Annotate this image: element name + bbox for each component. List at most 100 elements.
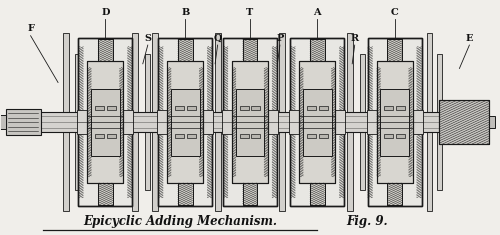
Text: R: R — [350, 34, 359, 43]
Bar — [132, 33, 138, 211]
Bar — [376, 61, 412, 183]
Bar — [440, 100, 490, 144]
Bar — [387, 39, 402, 61]
Bar — [290, 110, 345, 134]
Bar — [146, 55, 150, 190]
Bar — [98, 183, 113, 205]
Bar — [396, 106, 405, 110]
Bar — [62, 33, 68, 211]
Bar — [437, 55, 442, 190]
Bar — [158, 38, 212, 206]
Bar — [387, 183, 402, 205]
Bar — [167, 61, 203, 183]
Bar — [346, 33, 352, 211]
Bar — [91, 89, 120, 156]
Bar — [76, 55, 80, 190]
Bar — [310, 183, 325, 205]
Bar — [310, 183, 325, 205]
Bar — [440, 100, 490, 144]
Text: C: C — [390, 8, 398, 17]
Bar — [387, 39, 402, 61]
Text: B: B — [181, 8, 190, 17]
Bar — [319, 106, 328, 110]
Bar — [20, 112, 479, 132]
Bar — [174, 106, 184, 110]
Bar — [307, 134, 316, 138]
Bar — [222, 110, 278, 134]
Text: P: P — [276, 34, 283, 43]
Bar — [300, 61, 336, 183]
Text: D: D — [101, 8, 110, 17]
Bar — [174, 134, 184, 138]
Bar — [319, 134, 328, 138]
Bar — [310, 39, 325, 61]
Bar — [384, 134, 393, 138]
Bar — [178, 183, 192, 205]
Bar — [98, 39, 113, 61]
Bar — [396, 134, 405, 138]
Bar — [368, 38, 422, 206]
Text: S: S — [144, 34, 152, 43]
Text: A: A — [314, 8, 321, 17]
Bar — [252, 106, 260, 110]
Bar — [78, 38, 132, 206]
Bar — [280, 33, 285, 211]
Bar — [152, 33, 158, 211]
Bar — [186, 134, 196, 138]
Bar — [171, 89, 200, 156]
Bar — [223, 38, 277, 206]
Bar — [167, 61, 203, 183]
Bar — [178, 39, 192, 61]
Bar — [307, 106, 316, 110]
Bar — [290, 38, 344, 206]
Bar — [178, 183, 192, 205]
Bar — [384, 106, 393, 110]
Bar — [95, 134, 104, 138]
Bar — [178, 39, 192, 61]
Bar — [240, 106, 248, 110]
Bar — [232, 61, 268, 183]
Bar — [98, 183, 113, 205]
Bar — [242, 183, 258, 205]
Bar — [290, 38, 344, 206]
Bar — [214, 33, 220, 211]
Bar — [228, 55, 232, 190]
Text: Epicyclic Adding Mechanism.: Epicyclic Adding Mechanism. — [83, 215, 277, 228]
Bar — [242, 39, 258, 61]
Bar — [223, 38, 277, 206]
Bar — [107, 134, 116, 138]
Bar — [242, 39, 258, 61]
Bar — [78, 110, 134, 134]
Bar — [366, 110, 422, 134]
Text: E: E — [466, 34, 473, 43]
Bar — [6, 109, 40, 135]
Bar — [236, 89, 264, 156]
Bar — [252, 134, 260, 138]
Text: F: F — [27, 24, 34, 33]
Bar — [300, 61, 336, 183]
Bar — [368, 38, 422, 206]
Text: Q: Q — [214, 34, 222, 43]
Bar — [387, 183, 402, 205]
Text: Fig. 9.: Fig. 9. — [346, 215, 388, 228]
Bar — [310, 39, 325, 61]
Bar — [88, 61, 124, 183]
Bar — [268, 55, 272, 190]
Bar — [426, 33, 432, 211]
Bar — [95, 106, 104, 110]
Bar — [158, 110, 213, 134]
Bar — [98, 39, 113, 61]
Bar — [232, 61, 268, 183]
Bar — [240, 134, 248, 138]
Bar — [186, 106, 196, 110]
Bar — [303, 89, 332, 156]
Text: T: T — [246, 8, 254, 17]
Bar — [158, 38, 212, 206]
Bar — [107, 106, 116, 110]
Bar — [88, 61, 124, 183]
Bar — [360, 55, 364, 190]
Bar — [78, 38, 132, 206]
Bar — [242, 183, 258, 205]
Bar — [0, 115, 6, 129]
Bar — [490, 116, 496, 128]
